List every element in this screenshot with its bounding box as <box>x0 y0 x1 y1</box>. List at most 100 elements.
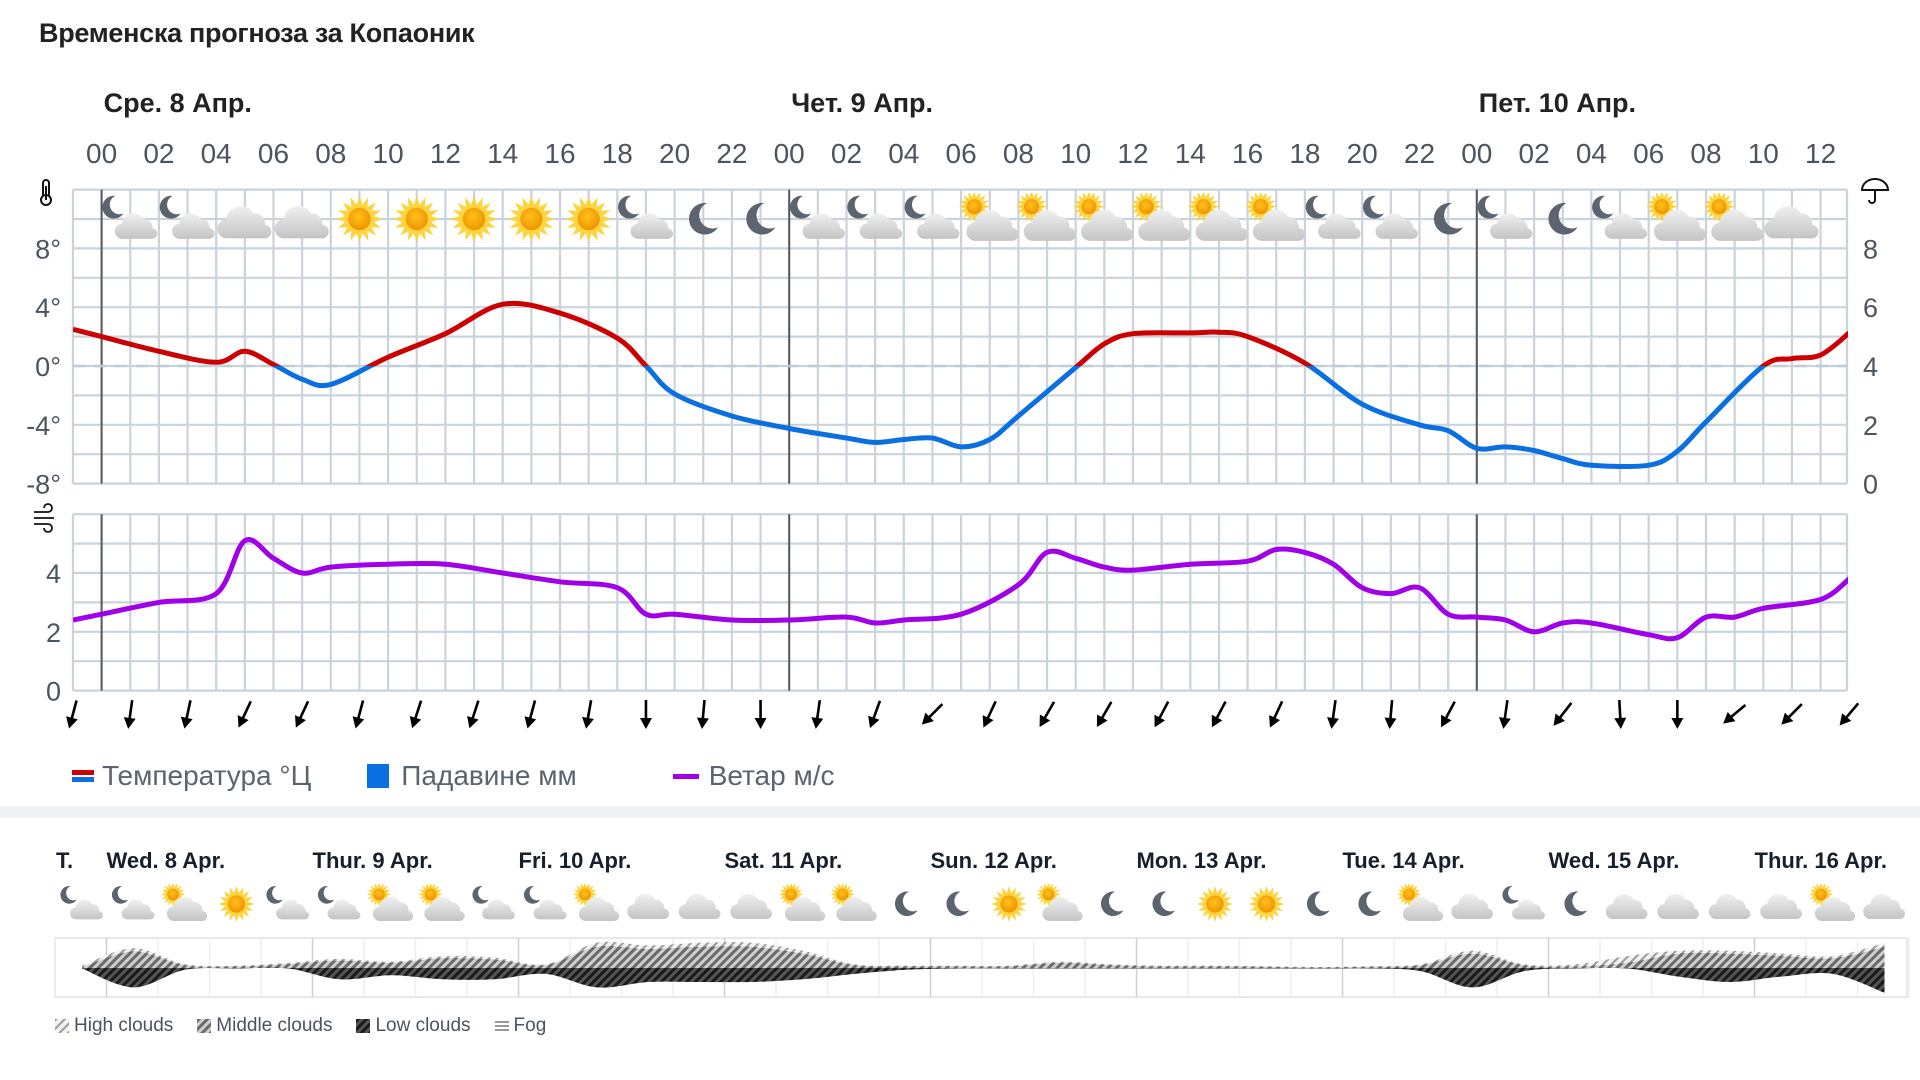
wind-tick-label: 2 <box>46 618 61 648</box>
temp-tick-label: 8° <box>35 234 61 264</box>
longterm-day-label: Fri. 10 Apr. <box>518 848 632 873</box>
cloud-icon <box>627 894 669 919</box>
wind-swatch <box>672 773 699 779</box>
legend-fog-label: Fog <box>513 1015 547 1036</box>
high-clouds-swatch <box>55 1019 69 1033</box>
hour-label: 20 <box>659 138 690 169</box>
hour-label: 18 <box>602 138 633 169</box>
longterm-day-label: Wed. 8 Apr. <box>106 848 226 873</box>
low-clouds-area <box>82 967 1885 993</box>
wind-direction-arrow-icon <box>295 700 310 728</box>
moon-cloud-icon <box>524 886 567 919</box>
longterm-day-label: Mon. 13 Apr. <box>1136 848 1267 873</box>
hour-label: 00 <box>1461 138 1492 169</box>
forecast-chart: Сре. 8 Апр. Чет. 9 Апр. Пет. 10 Апр.00 02 04… <box>26 88 1890 729</box>
wind-direction-arrow-icon <box>524 700 537 729</box>
hour-label: 04 <box>888 138 919 169</box>
middle-clouds-swatch <box>197 1019 212 1033</box>
legend-wind-label: Ветар м/с <box>708 760 835 791</box>
cloud-icon <box>1764 206 1818 238</box>
hour-label: 04 <box>201 138 232 169</box>
wind-direction-arrow-icon <box>467 700 480 729</box>
precip-tick-label: 0 <box>1863 470 1878 500</box>
moon-icon <box>1358 892 1381 916</box>
hour-label: 08 <box>315 138 346 169</box>
wind-line <box>73 537 1848 642</box>
hour-label: 16 <box>544 138 575 169</box>
temperature-line-below-zero <box>270 366 1768 470</box>
wind-direction-arrow-icon <box>921 703 944 725</box>
sun-cloud-icon <box>1245 191 1305 241</box>
moon-icon <box>1152 892 1175 916</box>
sun-icon <box>219 886 255 922</box>
day-label: Чет. 9 Апр. <box>791 88 933 118</box>
moon-cloud-icon <box>472 886 515 919</box>
hour-label: 04 <box>1576 138 1607 169</box>
moon-cloud-icon <box>1502 886 1545 919</box>
longterm-day-label: Thur. 16 Apr. <box>1754 848 1887 873</box>
longterm-forecast: T. Wed. 8 Apr. Thur. 9 Apr. Fri. 10 Apr. Sat… <box>0 818 1920 1080</box>
wind-direction-arrow-icon <box>1723 704 1747 724</box>
wind-direction-arrow-icon <box>868 700 882 729</box>
cloud-icon <box>1709 894 1751 919</box>
sun-icon <box>394 196 441 243</box>
moon-icon <box>895 892 918 916</box>
day-label: Сре. 8 Апр. <box>104 88 252 118</box>
wind-direction-arrow-icon <box>409 700 423 729</box>
legend-low-label: Low clouds <box>375 1015 471 1036</box>
wind-direction-arrow-icon <box>811 699 824 729</box>
day-label: Пет. 10 Апр. <box>1479 88 1636 118</box>
hour-label: 08 <box>1003 138 1034 169</box>
sun-cloud-icon <box>1809 882 1855 921</box>
hour-label: 22 <box>1404 138 1435 169</box>
hour-label: 22 <box>716 138 747 169</box>
sun-icon <box>991 886 1027 922</box>
legend-middle-clouds: Middle clouds <box>197 1015 332 1037</box>
hour-label: 06 <box>946 138 977 169</box>
wind-direction-arrow-icon <box>1154 701 1170 728</box>
wind-direction-arrow-icon <box>352 700 365 729</box>
hour-label: 02 <box>831 138 862 169</box>
hour-label: 02 <box>1519 138 1550 169</box>
sun-cloud-icon <box>1646 191 1706 241</box>
wind-direction-arrow-icon <box>1498 699 1511 729</box>
sun-cloud-icon <box>367 882 413 921</box>
hour-label: 12 <box>430 138 461 169</box>
chart-legend: Температура °Ц Падавине мм Ветар м/с <box>72 760 891 792</box>
wind-direction-arrow-icon <box>123 699 136 729</box>
temp-tick-label: -8° <box>26 470 61 500</box>
legend-precipitation: Падавине мм <box>367 760 577 792</box>
moon-icon <box>1564 892 1587 916</box>
wind-direction-arrow-icon <box>1269 700 1284 728</box>
hour-label: 16 <box>1232 138 1263 169</box>
wind-direction-arrow-icon <box>237 700 252 728</box>
sun-cloud-icon <box>1016 191 1076 241</box>
low-clouds-swatch <box>356 1019 371 1033</box>
wind-direction-arrow-icon <box>582 699 594 729</box>
hour-label: 10 <box>1060 138 1091 169</box>
wind-direction-arrow-icon <box>1440 701 1456 728</box>
thermometer-icon <box>40 179 52 206</box>
cloud-icon <box>1606 894 1648 919</box>
sun-cloud-icon <box>1397 882 1443 921</box>
cloud-icon <box>1657 894 1699 919</box>
cloud-icon <box>1760 894 1802 919</box>
sun-cloud-icon <box>418 882 464 921</box>
temperature-swatch <box>72 770 94 782</box>
longterm-day-label-partial: T. <box>56 848 74 873</box>
cloud-icon <box>1863 894 1905 919</box>
legend-temperature-label: Температура °Ц <box>102 760 312 791</box>
legend-low-clouds: Low clouds <box>356 1015 471 1037</box>
wind-direction-arrow-icon <box>696 699 709 729</box>
legend-fog: Fog <box>494 1015 547 1037</box>
wind-direction-arrow-icon <box>1096 701 1113 727</box>
temp-tick-label: 4° <box>35 293 61 323</box>
wind-direction-arrow-icon <box>1384 699 1397 729</box>
wind-tick-label: 4 <box>46 559 61 589</box>
longterm-day-label: Tue. 14 Apr. <box>1342 848 1465 873</box>
wind-direction-arrow-icon <box>1614 699 1627 729</box>
wind-direction-arrow-icon <box>1671 700 1684 729</box>
wind-direction-arrow-icon <box>1039 701 1056 727</box>
wind-direction-arrow-icon <box>66 700 78 729</box>
middle-clouds-area <box>82 946 1885 968</box>
